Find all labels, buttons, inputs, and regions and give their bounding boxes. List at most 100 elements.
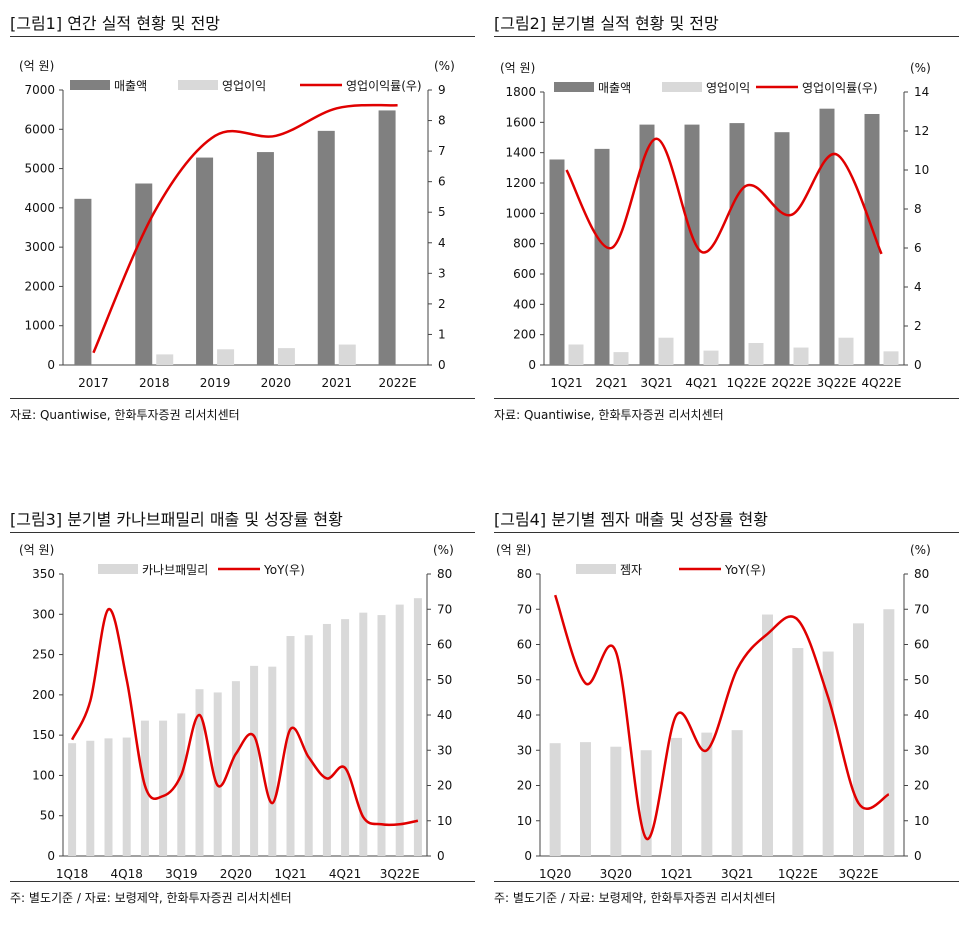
legend-label: 영업이익률(우) bbox=[346, 79, 422, 93]
bar-primary bbox=[762, 614, 773, 856]
left-tick-label: 1200 bbox=[505, 176, 536, 190]
bar-secondary bbox=[217, 349, 235, 365]
x-tick-label: 4Q21 bbox=[329, 867, 361, 881]
bar-primary bbox=[159, 720, 168, 856]
left-tick-label: 1000 bbox=[505, 206, 536, 220]
bar-primary bbox=[68, 743, 77, 856]
legend-swatch bbox=[662, 82, 702, 92]
left-tick-label: 0 bbox=[528, 358, 536, 372]
bar-primary bbox=[213, 692, 222, 856]
left-tick-label: 2000 bbox=[24, 279, 55, 293]
x-tick-label: 1Q21 bbox=[274, 867, 306, 881]
left-tick-label: 50 bbox=[517, 673, 532, 687]
bar-primary bbox=[731, 730, 743, 856]
legend-swatch bbox=[576, 564, 616, 574]
source-note: 주: 별도기준 / 자료: 보령제약, 한화투자증권 리서치센터 bbox=[10, 891, 292, 905]
legend-swatch bbox=[178, 80, 218, 90]
bar-primary bbox=[819, 108, 835, 365]
title-divider bbox=[494, 36, 959, 37]
bar-primary bbox=[304, 635, 313, 856]
legend-label: 젬자 bbox=[620, 563, 642, 577]
bar-primary bbox=[549, 159, 565, 365]
right-tick-label: 0 bbox=[438, 358, 446, 372]
left-tick-label: 100 bbox=[32, 768, 55, 782]
title-divider bbox=[10, 36, 475, 37]
bar-secondary bbox=[703, 350, 719, 365]
series-line bbox=[553, 594, 890, 840]
combo-chart: (억 원) (%) 0 50 100 150 200 250 300 350 0 10 20 30 40 50… bbox=[19, 543, 454, 881]
bar-primary bbox=[317, 130, 335, 365]
right-tick-label: 14 bbox=[914, 85, 929, 99]
left-tick-label: 0 bbox=[524, 849, 532, 863]
legend-label: 매출액 bbox=[598, 81, 631, 95]
x-tick-label: 3Q22E bbox=[817, 376, 857, 390]
left-tick-label: 50 bbox=[40, 809, 55, 823]
left-tick-label: 600 bbox=[513, 267, 536, 281]
right-tick-label: 6 bbox=[438, 175, 446, 189]
right-tick-label: 12 bbox=[914, 124, 929, 138]
right-tick-label: 7 bbox=[438, 144, 446, 158]
bar-primary bbox=[268, 666, 277, 856]
left-tick-label: 1600 bbox=[505, 115, 536, 129]
bar-secondary bbox=[156, 354, 174, 365]
x-tick-label: 3Q21 bbox=[721, 867, 753, 881]
x-tick-label: 1Q18 bbox=[56, 867, 88, 881]
legend-swatch bbox=[98, 564, 138, 574]
bar-primary bbox=[86, 740, 95, 856]
bar-primary bbox=[822, 651, 834, 856]
right-tick-label: 30 bbox=[437, 743, 452, 757]
source-divider bbox=[494, 398, 959, 399]
bar-primary bbox=[671, 737, 682, 856]
left-tick-label: 1800 bbox=[505, 85, 536, 99]
legend-label: YoY(우) bbox=[263, 563, 305, 577]
left-axis-unit: (억 원) bbox=[19, 59, 54, 73]
right-tick-label: 6 bbox=[914, 241, 922, 255]
bar-primary bbox=[377, 615, 386, 856]
chart-panel-1: [그림1] 연간 실적 현황 및 전망 (억 원) (%) 0 1000 2000 300… bbox=[10, 0, 475, 430]
panel-title: [그림3] 분기별 카나브패밀리 매출 및 성장률 현황 bbox=[10, 510, 343, 529]
source-divider bbox=[10, 881, 475, 882]
bar-primary bbox=[640, 750, 652, 856]
bar-primary bbox=[286, 636, 295, 856]
right-tick-label: 8 bbox=[914, 202, 922, 216]
bar-secondary bbox=[568, 344, 584, 365]
left-tick-label: 300 bbox=[32, 607, 55, 621]
combo-chart: (억 원) (%) 0 200 400 600 800 1000 1200 1400 1600 180… bbox=[500, 61, 931, 390]
x-tick-label: 2020 bbox=[261, 376, 292, 390]
series-line bbox=[92, 103, 398, 354]
series-line bbox=[70, 607, 419, 827]
right-tick-label: 5 bbox=[438, 205, 446, 219]
bar-primary bbox=[883, 609, 895, 856]
bar-primary bbox=[74, 198, 92, 365]
bar-primary bbox=[792, 648, 804, 856]
legend-swatch bbox=[70, 80, 110, 90]
legend-label: 영업이익 bbox=[222, 79, 266, 93]
chart-panel-2: [그림2] 분기별 실적 현황 및 전망 (억 원) (%) 0 200 400 600 8… bbox=[494, 0, 959, 430]
bar-secondary bbox=[748, 343, 764, 365]
right-tick-label: 80 bbox=[437, 567, 452, 581]
x-tick-label: 3Q21 bbox=[640, 376, 672, 390]
x-tick-label: 3Q20 bbox=[600, 867, 632, 881]
left-tick-label: 1400 bbox=[505, 146, 536, 160]
bar-primary bbox=[853, 623, 864, 856]
bar-primary bbox=[135, 183, 153, 365]
bar-primary bbox=[359, 612, 368, 856]
bar-secondary bbox=[338, 344, 356, 365]
bar-primary bbox=[701, 732, 713, 856]
legend-label: 카나브패밀리 bbox=[142, 563, 208, 577]
x-tick-label: 4Q21 bbox=[685, 376, 717, 390]
legend-swatch bbox=[554, 82, 594, 92]
x-tick-label: 2017 bbox=[78, 376, 109, 390]
x-tick-label: 2021 bbox=[321, 376, 352, 390]
chart-panel-4: [그림4] 분기별 젬자 매출 및 성장률 현황 (억 원) (%) 0 10 20 30… bbox=[494, 496, 959, 926]
left-tick-label: 4000 bbox=[24, 201, 55, 215]
bar-secondary bbox=[277, 348, 295, 365]
left-tick-label: 6000 bbox=[24, 122, 55, 136]
bar-primary bbox=[729, 123, 745, 365]
right-tick-label: 9 bbox=[438, 83, 446, 97]
right-tick-label: 60 bbox=[914, 638, 929, 652]
right-tick-label: 60 bbox=[437, 638, 452, 652]
right-tick-label: 20 bbox=[437, 779, 452, 793]
right-tick-label: 50 bbox=[914, 673, 929, 687]
x-tick-label: 3Q22E bbox=[380, 867, 420, 881]
